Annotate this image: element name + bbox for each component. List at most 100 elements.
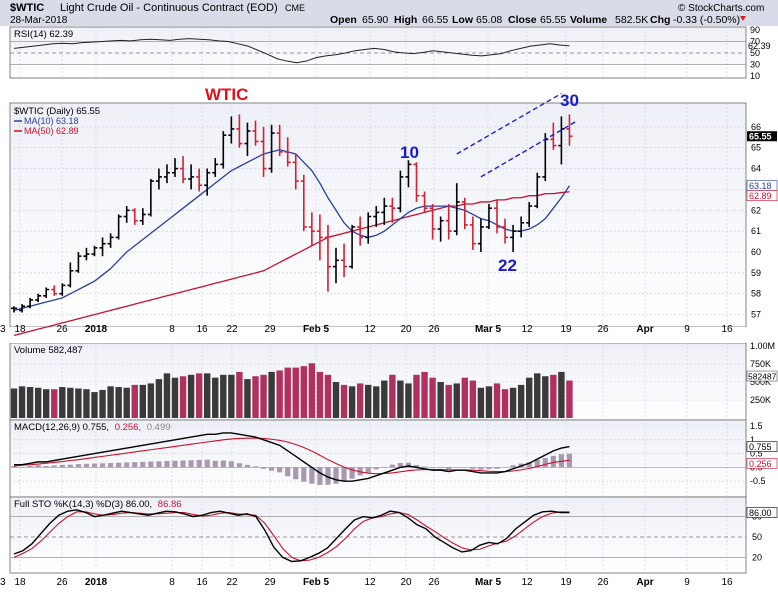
- volume-bar: [27, 387, 33, 418]
- price-value-box-label: 63.18: [749, 181, 772, 191]
- macd-hist-bar: [470, 467, 475, 468]
- macd-hist-bar: [317, 467, 322, 485]
- macd-hist-bar: [44, 466, 49, 467]
- macd-hist-bar: [156, 461, 161, 467]
- macd-hist-bar: [333, 467, 338, 483]
- date-label: 28-Mar-2018: [10, 15, 68, 26]
- macd-hist-bar: [52, 465, 57, 467]
- volume-tick-label: 1.00M: [750, 341, 775, 351]
- macd-hist-bar: [309, 467, 314, 483]
- x-tick-label: 8: [169, 324, 175, 335]
- price-tick-label: 60: [751, 247, 761, 257]
- volume-label: Volume: [570, 14, 607, 26]
- volume-bar: [542, 376, 548, 418]
- volume-bar: [462, 378, 468, 418]
- macd-hist-bar: [148, 462, 153, 468]
- volume-bar: [132, 385, 138, 418]
- exchange-label: CME: [285, 3, 305, 13]
- high-label: High: [394, 14, 417, 26]
- price-tick-label: 65: [751, 143, 761, 153]
- open-label: Open: [330, 14, 357, 26]
- sto-tick-label: 50: [752, 532, 762, 542]
- annotation-10: 10: [400, 143, 419, 162]
- macd-hist-bar: [28, 466, 33, 467]
- price-tick-label: 62: [751, 205, 761, 215]
- x-tick-label: 23: [0, 324, 6, 335]
- volume-bar: [83, 389, 89, 418]
- macd-hist-bar: [189, 460, 194, 467]
- macd-hist-bar: [382, 467, 387, 468]
- x-tick-label: 26: [56, 577, 68, 588]
- macd-hist-bar: [197, 460, 202, 467]
- x-tick-label: 20: [400, 577, 412, 588]
- brand-label: © StockCharts.com: [678, 3, 764, 14]
- macd-hist-bar: [341, 467, 346, 481]
- volume-bar: [566, 381, 572, 418]
- macd-hist-bar: [277, 467, 282, 472]
- macd-hist-bar: [36, 465, 41, 467]
- rsi-panel: [10, 27, 746, 78]
- volume-bar: [107, 386, 113, 418]
- volume-bar: [317, 372, 323, 418]
- volume-bar: [180, 376, 186, 418]
- x-tick-label: Apr: [636, 577, 653, 588]
- low-label: Low: [452, 14, 474, 26]
- price-value-box-label: 65.55: [749, 132, 772, 142]
- volume-bar: [204, 373, 210, 418]
- macd-value-box-label: 0.755: [749, 442, 772, 452]
- volume-bar: [285, 368, 291, 418]
- volume-bar: [478, 388, 484, 418]
- volume-bar: [228, 375, 234, 418]
- volume-bar: [244, 379, 250, 418]
- price-value-box-label: 62.89: [749, 191, 772, 201]
- macd-hist-bar: [543, 458, 548, 467]
- instrument-name: Light Crude Oil - Continuous Contract (E…: [60, 2, 278, 14]
- volume-bar: [140, 385, 146, 418]
- x-tick-label: 9: [684, 324, 690, 335]
- volume-bar: [309, 363, 315, 418]
- volume-bar: [470, 381, 476, 418]
- macd-hist-bar: [269, 467, 274, 470]
- x-tick-label: 2018: [85, 577, 108, 588]
- x-tick-label: 29: [264, 577, 276, 588]
- annotation-22: 22: [498, 256, 517, 275]
- x-tick-label: 12: [364, 324, 376, 335]
- close-value: 65.55: [540, 14, 566, 26]
- x-tick-label: 18: [14, 324, 26, 335]
- volume-bar: [349, 386, 355, 418]
- volume-bar: [276, 370, 282, 418]
- x-tick-label: 12: [521, 577, 533, 588]
- volume-bar: [510, 388, 516, 418]
- macd-hist-bar: [486, 467, 491, 469]
- macd-hist-bar: [422, 467, 427, 468]
- volume-bar: [43, 389, 49, 418]
- macd-hist-bar: [245, 465, 250, 467]
- volume-bar: [91, 392, 97, 418]
- x-tick-label: 8: [169, 577, 175, 588]
- volume-bar: [405, 383, 411, 418]
- volume-bar: [389, 375, 395, 418]
- sto-label-main: Full STO %K(14,3) %D(3) 86.00,: [14, 499, 152, 510]
- x-tick-label: 23: [0, 577, 6, 588]
- x-tick-label: 9: [684, 577, 690, 588]
- price-tick-label: 66: [751, 122, 761, 132]
- volume-bar: [252, 376, 258, 418]
- volume-bar: [550, 375, 556, 418]
- volume-bar: [486, 386, 492, 418]
- macd-hist-bar: [237, 463, 242, 467]
- volume-value-box-label: 582487: [748, 372, 777, 382]
- macd-hist-bar: [438, 467, 443, 468]
- volume-bar: [429, 378, 435, 418]
- volume-bar: [365, 385, 371, 418]
- rsi-current-label: 62.39: [748, 41, 771, 51]
- macd-hist-bar: [108, 463, 113, 467]
- x-tick-label: Mar 5: [475, 577, 502, 588]
- volume-bar: [373, 386, 379, 418]
- rsi-tick-label: 90: [750, 25, 760, 35]
- volume-tick-label: 250K: [750, 395, 771, 405]
- rsi-tick-label: 10: [750, 71, 760, 81]
- macd-hist-bar: [390, 465, 395, 468]
- sto-value-box-label: 86.00: [749, 508, 772, 518]
- price-tick-label: 59: [751, 268, 761, 278]
- macd-value-box-label: 0.256: [749, 459, 772, 469]
